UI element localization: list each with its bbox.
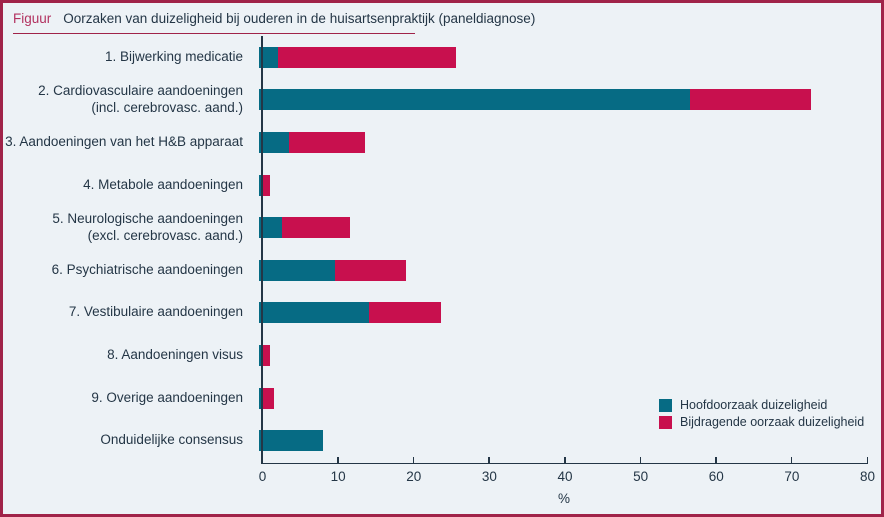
bar-segment-main-cause xyxy=(259,430,324,452)
chart-row: 2. Cardiovasculaire aandoeningen (incl. c… xyxy=(3,79,881,122)
legend-label-main-cause: Hoofdoorzaak duizeligheid xyxy=(680,398,828,412)
x-tick-mark xyxy=(564,456,566,463)
bar-segment-main-cause xyxy=(259,131,290,153)
category-label: Onduidelijke consensus xyxy=(100,432,243,448)
bar-track xyxy=(259,302,864,324)
legend-label-contributing-cause: Bijdragende oorzaak duizeligheid xyxy=(680,415,865,429)
legend: Hoofdoorzaak duizeligheid Bijdragende oo… xyxy=(659,398,864,429)
legend-item-main-cause: Hoofdoorzaak duizeligheid xyxy=(659,398,864,412)
chart-row: 4. Metabole aandoeningen xyxy=(3,164,881,207)
bar-segment-main-cause xyxy=(259,174,263,196)
x-tick-mark xyxy=(488,456,490,463)
x-tick-label: 20 xyxy=(406,469,422,484)
bar-track xyxy=(259,430,864,452)
bar-track xyxy=(259,131,864,153)
bar-segment-contributing-cause xyxy=(262,387,275,409)
x-tick-mark xyxy=(337,456,339,463)
bar-segment-main-cause xyxy=(259,259,335,281)
bar-rows: 1. Bijwerking medicatie 2. Cardiovasculai… xyxy=(3,36,881,462)
x-tick-mark xyxy=(866,456,868,463)
legend-swatch-contributing-cause xyxy=(659,415,672,429)
bar-segment-contributing-cause xyxy=(334,259,407,281)
x-axis-line xyxy=(261,462,868,464)
category-label: 1. Bijwerking medicatie xyxy=(104,48,243,64)
chart-row: 5. Neurologische aandoeningen (excl. cere… xyxy=(3,206,881,249)
title-rule xyxy=(13,33,415,34)
x-tick-label: 40 xyxy=(557,469,573,484)
figure-title: Oorzaken van duizeligheid bij ouderen in… xyxy=(63,11,536,26)
category-label: 8. Aandoeningen visus xyxy=(107,347,243,363)
x-tick-mark xyxy=(790,456,793,463)
x-tick-mark xyxy=(639,456,642,463)
category-label: 9. Overige aandoeningen xyxy=(91,389,243,405)
bar-segment-contributing-cause xyxy=(368,302,441,324)
x-tick-mark xyxy=(261,456,263,463)
bar-track xyxy=(259,89,864,111)
figure-label: Figuur xyxy=(13,11,52,26)
bar-segment-main-cause xyxy=(259,217,282,239)
x-tick-label: 60 xyxy=(708,469,724,484)
category-label: 6. Psychiatrische aandoeningen xyxy=(51,261,243,277)
bar-segment-contributing-cause xyxy=(289,131,365,153)
chart-row: 9. Overige aandoeningen xyxy=(3,377,881,420)
x-tick-label: 0 xyxy=(258,469,267,484)
chart-row: 7. Vestibulaire aandoeningen xyxy=(3,292,881,335)
x-tick-label: 30 xyxy=(481,469,497,484)
bar-segment-main-cause xyxy=(259,46,278,68)
legend-item-contributing-cause: Bijdragende oorzaak duizeligheid xyxy=(659,415,864,429)
bar-track xyxy=(259,344,864,366)
bar-segment-main-cause xyxy=(259,89,691,111)
category-label: 7. Vestibulaire aandoeningen xyxy=(68,304,243,320)
category-sublabel: (incl. cerebrovasc. aand.) xyxy=(91,99,243,115)
bar-segment-contributing-cause xyxy=(262,174,271,196)
bar-track xyxy=(259,217,864,239)
x-tick-label: 70 xyxy=(784,469,800,484)
category-label: 4. Metabole aandoeningen xyxy=(83,176,243,192)
x-tick-label: 10 xyxy=(330,469,346,484)
x-axis-label: % xyxy=(557,491,571,506)
bar-segment-main-cause xyxy=(259,302,369,324)
bar-segment-main-cause xyxy=(259,387,263,409)
x-tick-label: 50 xyxy=(633,469,649,484)
x-tick-label: 80 xyxy=(859,469,876,484)
bar-segment-contributing-cause xyxy=(690,89,812,111)
category-sublabel: (excl. cerebrovasc. aand.) xyxy=(87,227,243,243)
y-axis-line xyxy=(261,36,263,464)
bar-track xyxy=(259,387,864,409)
chart-row: 8. Aandoeningen visus xyxy=(3,334,881,377)
bar-track xyxy=(259,46,864,68)
chart-row: Onduidelijke consensus xyxy=(3,419,881,462)
bar-segment-contributing-cause xyxy=(281,217,350,239)
category-label: 5. Neurologische aandoeningen (excl. cere… xyxy=(3,211,259,245)
bar-segment-contributing-cause xyxy=(277,46,456,68)
category-label: 2. Cardiovasculaire aandoeningen (incl. c… xyxy=(3,83,259,117)
legend-swatch-main-cause xyxy=(659,398,672,412)
chart-row: 6. Psychiatrische aandoeningen xyxy=(3,249,881,292)
bar-segment-contributing-cause xyxy=(262,344,271,366)
bar-track xyxy=(259,174,864,196)
figure-header: Figuur Oorzaken van duizeligheid bij oude… xyxy=(13,11,535,26)
bar-segment-main-cause xyxy=(259,344,263,366)
chart-row: 1. Bijwerking medicatie xyxy=(3,36,881,79)
bar-track xyxy=(259,259,864,281)
category-label: 3. Aandoeningen van het H&B apparaat xyxy=(5,134,243,150)
x-tick-mark xyxy=(715,456,717,463)
chart-row: 3. Aandoeningen van het H&B apparaat xyxy=(3,121,881,164)
x-tick-mark xyxy=(412,456,415,463)
